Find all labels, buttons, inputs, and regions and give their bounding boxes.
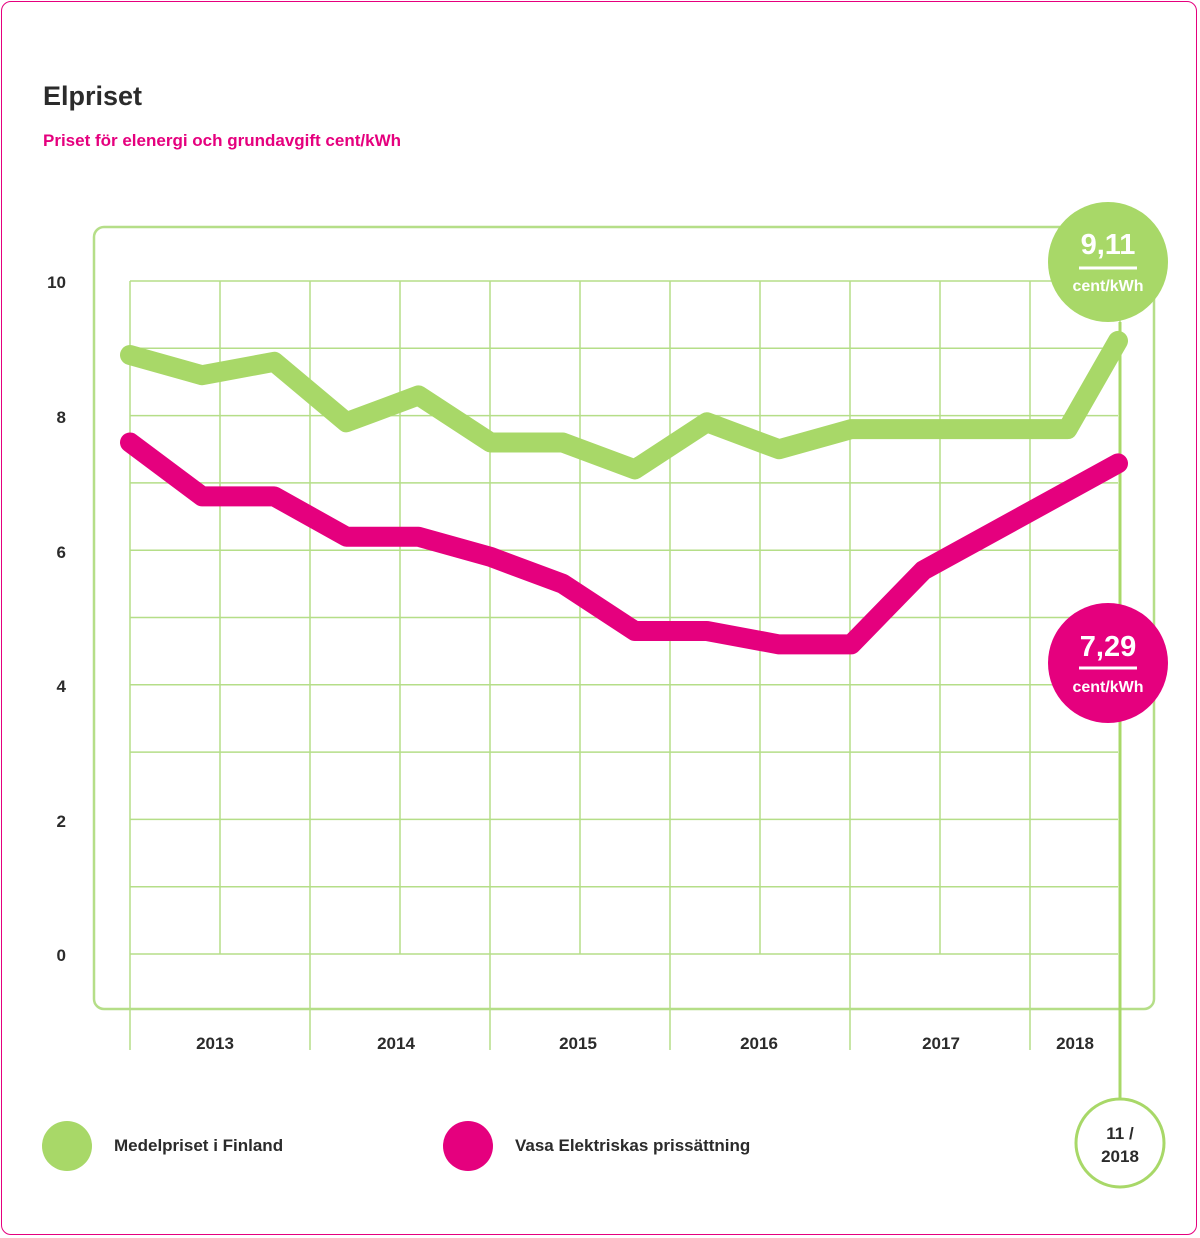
series-point [129, 354, 131, 357]
current-date-marker [1074, 1097, 1166, 1189]
series-point [850, 428, 853, 431]
plot-frame [92, 225, 1156, 1011]
legend-item-finland: Medelpriset i Finland [42, 1121, 283, 1171]
grid-layer [92, 225, 1156, 1099]
series-point [345, 535, 348, 538]
x-axis: 2013 2014 2015 2016 2017 2018 [196, 1034, 1094, 1053]
series-point [705, 629, 708, 632]
series-point [1117, 462, 1119, 465]
series-point [922, 569, 925, 572]
x-tick-label: 2017 [922, 1034, 960, 1053]
series-point [489, 441, 492, 444]
green-endpoint-value: 9,11 [1081, 229, 1136, 261]
legend-swatch-pink [443, 1121, 493, 1171]
series-point [561, 441, 564, 444]
series-point [633, 468, 636, 471]
series-point [273, 495, 276, 498]
series-point [633, 629, 636, 632]
legend-item-vasa: Vasa Elektriskas prissättning [443, 1121, 750, 1171]
y-tick-label: 0 [57, 946, 66, 965]
y-tick-label: 6 [57, 543, 66, 562]
series-line-finland [120, 330, 1128, 480]
pink-endpoint-value: 7,29 [1080, 631, 1136, 663]
current-date-year: 2018 [1101, 1147, 1139, 1166]
series-point [129, 441, 131, 444]
green-endpoint-badge [1048, 202, 1168, 322]
pink-endpoint-unit: cent/kWh [1072, 679, 1143, 696]
series-layer [120, 330, 1128, 655]
legend-label: Medelpriset i Finland [114, 1136, 284, 1155]
x-tick-label: 2013 [196, 1034, 234, 1053]
series-point [705, 421, 708, 424]
series-point [273, 360, 276, 363]
pink-endpoint-badge [1048, 603, 1168, 723]
series-point [778, 643, 781, 646]
x-tick-label: 2016 [740, 1034, 778, 1053]
chart-subtitle: Priset för elenergi och grundavgift cent… [43, 131, 401, 150]
green-endpoint-unit: cent/kWh [1072, 278, 1143, 295]
y-tick-label: 10 [47, 273, 66, 292]
series-point [417, 535, 420, 538]
x-tick-label: 2018 [1056, 1034, 1094, 1053]
series-point [922, 428, 925, 431]
legend-swatch-green [42, 1121, 92, 1171]
y-tick-label: 2 [57, 812, 66, 831]
badge-layer: 9,11 cent/kWh 7,29 cent/kWh 11 / 2018 [1048, 202, 1168, 1189]
x-tick-label: 2015 [559, 1034, 597, 1053]
legend-label: Vasa Elektriskas prissättning [515, 1136, 751, 1155]
x-tick-label: 2014 [377, 1034, 415, 1053]
series-point [778, 448, 781, 451]
series-point [1117, 339, 1119, 342]
y-tick-label: 4 [57, 677, 67, 696]
series-point [561, 582, 564, 585]
series-point [345, 421, 348, 424]
chart-title: Elpriset [43, 81, 143, 111]
y-axis: 10 8 6 4 2 0 [47, 273, 66, 965]
series-point [489, 555, 492, 558]
series-point [201, 495, 204, 498]
series-point [201, 374, 204, 377]
current-date-month: 11 / [1106, 1124, 1134, 1143]
series-point [850, 643, 853, 646]
y-tick-label: 8 [57, 408, 66, 427]
series-point [1066, 428, 1069, 431]
series-point [417, 394, 420, 397]
